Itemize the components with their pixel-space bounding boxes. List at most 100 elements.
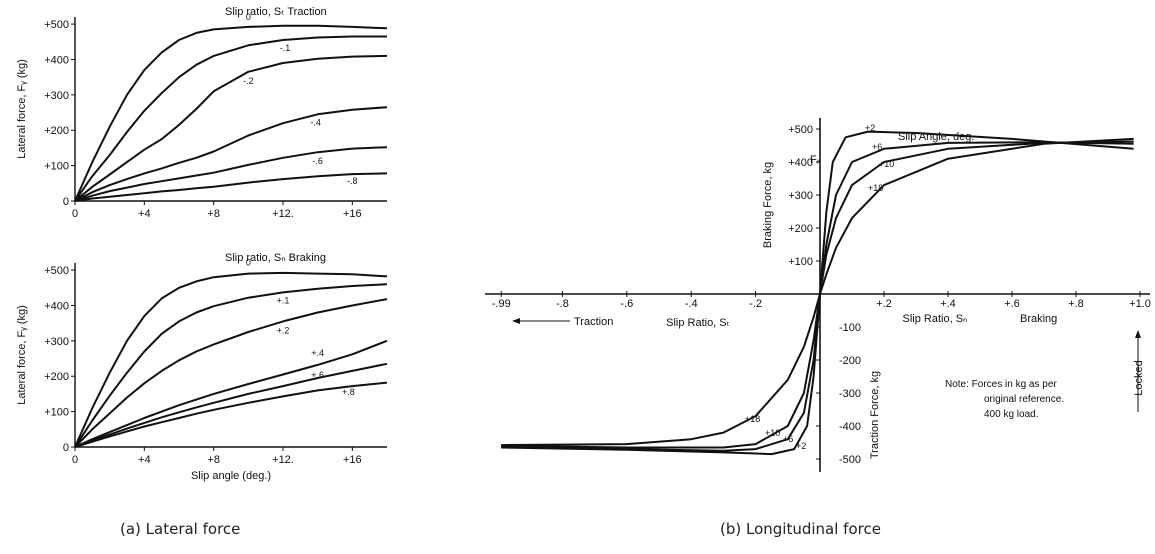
longitudinal-y-tick-label: +100	[788, 256, 813, 268]
lateral-braking-series-0	[74, 271, 388, 448]
traction-arrow-head	[512, 318, 520, 324]
lateral-traction-y-tick-label: 0	[63, 196, 69, 208]
lateral-braking-y-axis-label: Lateral force, Fᵧ (kg)	[16, 305, 28, 405]
longitudinal-series-label: +2	[796, 441, 806, 451]
lateral-traction-y-tick-label: +300	[44, 90, 69, 102]
longitudinal-y-tick-label: +300	[788, 190, 813, 202]
lateral-braking-series-label: +.6	[311, 370, 324, 380]
lateral-traction-x-tick-label: +8	[207, 208, 220, 220]
lateral-braking-series-1	[74, 283, 388, 448]
longitudinal-y-tick-label: -400	[839, 421, 861, 433]
lateral-braking-series-4	[74, 339, 388, 448]
lateral-braking-series-label: +.2	[277, 325, 290, 335]
longitudinal-series-label: +10	[765, 428, 780, 438]
lateral-traction-series-1	[74, 35, 387, 202]
longitudinal-y-tick-label: +500	[788, 124, 813, 136]
traction-label: Traction	[574, 316, 613, 328]
longitudinal-series-label: +18	[745, 414, 760, 424]
longitudinal-series-2	[501, 130, 1134, 456]
longitudinal-x-tick-label: +.6	[1004, 298, 1020, 310]
lateral-traction-x-tick-label: +4	[138, 208, 151, 220]
note-line-3: 400 kg load.	[984, 409, 1039, 420]
chart-longitudinal: -.99 -.8 -.6 -.4 -.2 +.2 +.4 +.6 +.8 +1.0 +500 +400…	[485, 118, 1151, 472]
lateral-traction-x-tick-label: +16	[343, 208, 362, 220]
longitudinal-series-label: +6	[783, 434, 793, 444]
lateral-braking-series-label: +.4	[311, 348, 324, 358]
longitudinal-axis-name: Fₓ	[810, 154, 821, 166]
lateral-traction-series-label: -.8	[347, 176, 358, 186]
longitudinal-y-tick-label: -100	[839, 322, 861, 334]
lateral-traction-series-8	[74, 172, 388, 202]
traction-force-axis-label: Traction Force, kg	[869, 371, 881, 459]
lateral-braking-series-2	[74, 298, 388, 448]
braking-label: Braking	[1020, 313, 1057, 325]
lateral-braking-series-label: +.1	[277, 295, 290, 305]
caption-longitudinal-force: (b) Longitudinal force	[720, 520, 881, 538]
lateral-traction-x-tick-label: +12.	[272, 208, 294, 220]
longitudinal-x-tick-label: +1.0	[1129, 298, 1151, 310]
lateral-traction-y-tick-label: +100	[44, 161, 69, 173]
lateral-braking-y-tick-label: 0	[63, 442, 69, 454]
longitudinal-x-tick-label: +.2	[876, 298, 892, 310]
longitudinal-y-tick-label: +200	[788, 223, 813, 235]
lateral-traction-title: Slip ratio, Sₜ Traction	[225, 6, 327, 18]
note-line-1: Note: Forces in kg as per	[945, 379, 1057, 390]
longitudinal-y-tick-label: -500	[839, 454, 861, 466]
lateral-braking-x-tick-label: +16	[343, 454, 362, 466]
chart-lateral-braking: 0 +100 +200 +300 +400 +500 0 +4 +8 +12. +16 Lateral…	[16, 252, 388, 482]
longitudinal-series-label: +2	[865, 123, 875, 133]
lateral-braking-y-tick-label: +100	[44, 407, 69, 419]
lateral-traction-series-label: -.6	[312, 156, 323, 166]
longitudinal-series-label: +6	[872, 142, 882, 152]
longitudinal-y-tick-label: -300	[839, 388, 861, 400]
lateral-braking-series-label: 0	[246, 258, 251, 268]
chart-lateral-traction: 0 +100 +200 +300 +400 +500 0 +4 +8 +12. +16 Lateral…	[16, 6, 388, 220]
lateral-traction-series-label: -.1	[280, 43, 291, 53]
lateral-braking-series-8	[74, 381, 388, 448]
longitudinal-x-tick-label: -.2	[749, 298, 762, 310]
longitudinal-x-tick-label: -.4	[685, 298, 698, 310]
caption-lateral-force: (a) Lateral force	[120, 520, 241, 538]
lateral-traction-y-tick-label: +500	[44, 19, 69, 31]
locked-label: Locked	[1133, 360, 1145, 395]
longitudinal-x-tick-label: +.8	[1068, 298, 1084, 310]
lateral-traction-y-tick-label: +200	[44, 125, 69, 137]
lateral-braking-y-tick-label: +400	[44, 300, 69, 312]
lateral-braking-y-tick-label: +200	[44, 371, 69, 383]
longitudinal-series-18	[501, 137, 1134, 447]
lateral-traction-series-label: -.4	[310, 117, 321, 127]
lateral-braking-series-6	[74, 362, 388, 448]
lateral-traction-y-axis-label: Lateral force, Fᵧ (kg)	[16, 59, 28, 159]
lateral-traction-series-6	[74, 146, 388, 202]
longitudinal-series-label: +18	[868, 183, 883, 193]
lateral-traction-series-0	[74, 24, 388, 202]
lateral-traction-series-label: -.2	[243, 76, 254, 86]
longitudinal-x-tick-label: -.8	[556, 298, 569, 310]
lateral-traction-y-tick-label: +400	[44, 54, 69, 66]
lateral-braking-title: Slip ratio, Sₙ Braking	[225, 252, 326, 264]
lateral-braking-x-tick-label: +12.	[272, 454, 294, 466]
lateral-traction-series-label: 0	[246, 12, 251, 22]
slip-ratio-braking-label: Slip Ratio, Sₙ	[903, 313, 968, 325]
longitudinal-x-tick-label: +.4	[940, 298, 956, 310]
longitudinal-y-tick-label: -200	[839, 355, 861, 367]
lateral-traction-x-tick-label: 0	[72, 208, 78, 220]
longitudinal-x-tick-label: -.6	[620, 298, 633, 310]
lateral-traction-series-2	[74, 54, 388, 202]
lateral-braking-x-tick-label: 0	[72, 454, 78, 466]
locked-arrow-head	[1135, 330, 1141, 338]
lateral-braking-x-tick-label: +8	[207, 454, 220, 466]
longitudinal-y-tick-label: +400	[788, 157, 813, 169]
lateral-braking-y-tick-label: +300	[44, 336, 69, 348]
lateral-braking-y-tick-label: +500	[44, 265, 69, 277]
longitudinal-series-label: +10	[879, 159, 894, 169]
longitudinal-x-tick-label: -.99	[492, 298, 511, 310]
lateral-traction-series-4	[74, 106, 388, 202]
braking-force-axis-label: Braking Force, kg	[762, 162, 774, 248]
lateral-braking-series-label: +.8	[342, 387, 355, 397]
note-line-2: original reference.	[984, 394, 1064, 405]
slip-ratio-traction-label: Slip Ratio, Sₜ	[666, 317, 730, 329]
lateral-braking-x-axis-label: Slip angle (deg.)	[191, 470, 271, 482]
lateral-braking-x-tick-label: +4	[138, 454, 151, 466]
